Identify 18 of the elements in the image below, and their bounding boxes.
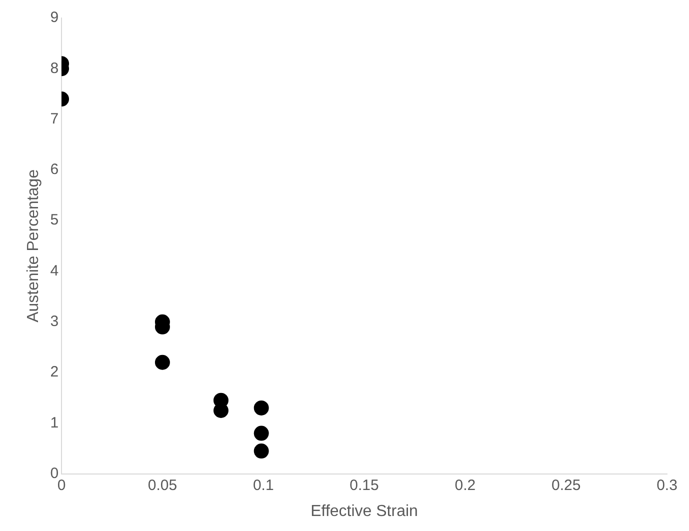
y-tick-label: 0: [50, 464, 59, 482]
x-tick-label: 0.2: [454, 476, 476, 494]
x-tick-label: 0.05: [148, 476, 178, 494]
y-tick-label: 6: [50, 161, 59, 178]
y-tick-label: 7: [50, 110, 59, 128]
y-tick-label: 5: [50, 212, 59, 229]
y-tick-label: 1: [50, 414, 59, 432]
x-tick-label: 0.1: [252, 476, 274, 494]
x-tick-label: 0.3: [656, 476, 678, 494]
y-tick-label: 2: [50, 364, 59, 381]
y-tick-label: 4: [50, 262, 59, 280]
y-tick-label: 9: [50, 9, 59, 26]
y-tick-label: 8: [50, 60, 59, 77]
x-axis-title: Effective Strain: [310, 502, 418, 520]
y-axis-title: Austenite Percentage: [25, 169, 42, 322]
x-tick-label: 0.15: [350, 476, 379, 494]
y-tick-label: 3: [50, 313, 59, 330]
x-tick-label: 0.25: [551, 476, 581, 494]
